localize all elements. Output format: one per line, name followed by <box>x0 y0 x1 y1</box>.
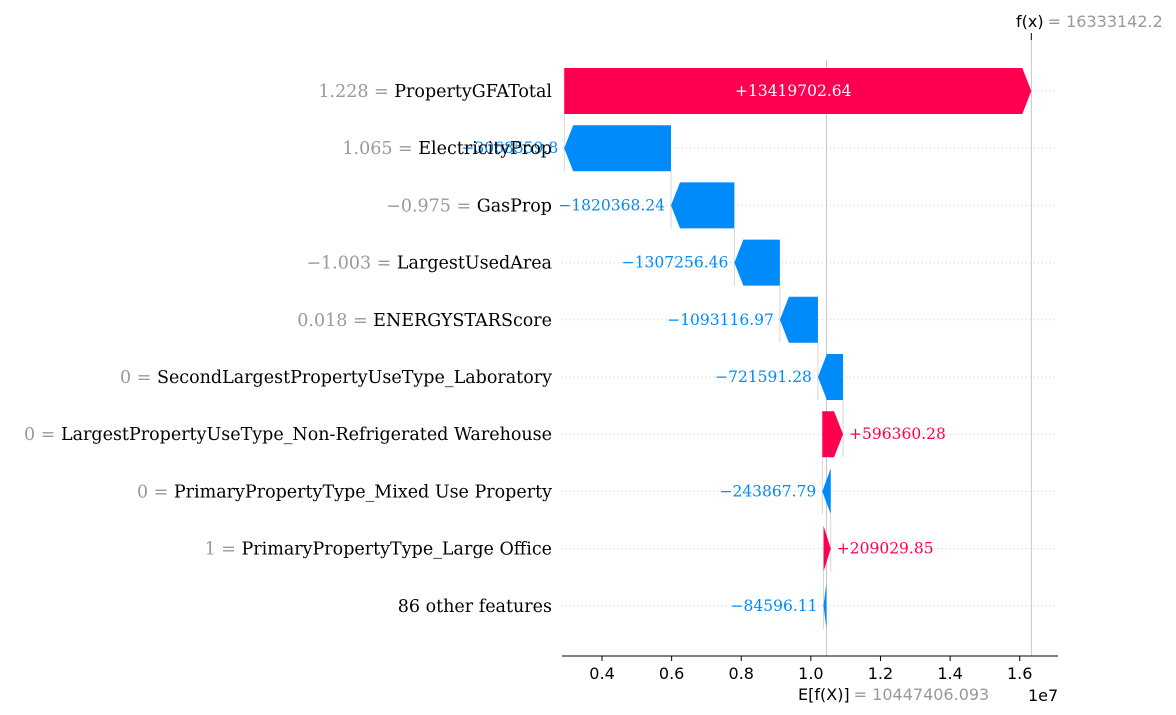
x-tick-label: 0.6 <box>659 664 684 683</box>
expected-value-text: 10447406.093 <box>872 685 989 704</box>
feature-name: 86 other features <box>398 597 552 617</box>
contribution-bars <box>564 68 1032 629</box>
feature-value: 1.228 = <box>318 82 394 102</box>
feature-label: 86 other features <box>398 597 552 617</box>
x-tick-label: 1.2 <box>868 664 893 683</box>
feature-label: 0 = LargestPropertyUseType_Non-Refrigera… <box>24 425 552 445</box>
x-tick-label: 1.6 <box>1007 664 1032 683</box>
svg-text:E[f(X)] = 104474: E[f(X)] = 10447406.093 <box>798 685 989 704</box>
contribution-label: +13419702.64 <box>735 82 852 100</box>
feature-label: 0 = PrimaryPropertyType_Mixed Use Proper… <box>137 482 552 502</box>
positive-contribution-bar <box>564 68 1032 114</box>
negative-contribution-bar <box>822 468 831 515</box>
feature-value: 0 = <box>137 482 174 502</box>
feature-value: 0.018 = <box>297 311 373 331</box>
contribution-label: +209029.85 <box>837 540 934 558</box>
feature-value: 1.065 = <box>342 139 418 159</box>
contribution-label: +596360.28 <box>849 425 946 443</box>
x-tick-label: 0.8 <box>729 664 754 683</box>
feature-value: −0.975 = <box>386 196 477 216</box>
feature-label: 1.228 = PropertyGFATotal <box>318 82 552 102</box>
feature-name: LargestUsedArea <box>397 254 552 274</box>
output-value-annotation: f(x) = 16333142.2 <box>1016 12 1163 31</box>
feature-name: ENERGYSTARScore <box>373 311 552 331</box>
feature-name: LargestPropertyUseType_Non-Refrigerated … <box>61 425 552 445</box>
negative-contribution-bar <box>734 239 780 286</box>
feature-label: 0.018 = ENERGYSTARScore <box>297 311 552 331</box>
feature-name: ElectricityProp <box>418 139 552 159</box>
feature-label: 1 = PrimaryPropertyType_Large Office <box>205 540 552 560</box>
output-value-equals: = <box>1048 12 1067 31</box>
negative-contribution-bar <box>823 582 827 629</box>
contribution-label: −1820368.24 <box>558 196 665 214</box>
expected-value-annotation: E[f(X)] = 10447406.093 <box>798 685 989 704</box>
negative-contribution-bar <box>671 182 735 229</box>
feature-label: −1.003 = LargestUsedArea <box>306 254 552 274</box>
contribution-label: −243867.79 <box>719 482 816 500</box>
negative-contribution-bar <box>779 296 818 343</box>
contribution-label: −721591.28 <box>715 368 812 386</box>
negative-contribution-bar <box>817 354 844 400</box>
svg-text:f(x) = 16333142.: f(x) = 16333142.2 <box>1016 12 1163 31</box>
feature-name: PropertyGFATotal <box>394 82 552 102</box>
x-scale-label: 1e7 <box>1028 686 1058 705</box>
x-tick-label: 1.4 <box>937 664 962 683</box>
feature-labels: +13419702.64 1.228 = PropertyGFATotal −306… <box>24 82 946 617</box>
contribution-label: −3068559.8 <box>461 139 558 157</box>
feature-label: 1.065 = ElectricityProp <box>342 139 552 159</box>
contribution-label: −1307256.46 <box>622 254 729 272</box>
feature-name: PrimaryPropertyType_Large Office <box>242 540 552 560</box>
feature-label: −0.975 = GasProp <box>386 196 552 216</box>
feature-name: PrimaryPropertyType_Mixed Use Property <box>174 482 552 502</box>
positive-contribution-bar <box>822 411 844 458</box>
x-axis: 0.4 0.6 0.8 1.0 1.2 1.4 1.6 <box>562 655 1058 683</box>
feature-value: 0 = <box>24 425 61 445</box>
positive-contribution-bar <box>823 525 831 572</box>
contribution-label: −84596.11 <box>731 597 818 615</box>
output-value-text: 16333142.2 <box>1066 12 1163 31</box>
feature-value: −1.003 = <box>306 254 397 274</box>
contribution-label: −1093116.97 <box>667 311 774 329</box>
feature-value: 0 = <box>120 368 157 388</box>
feature-value: 1 = <box>205 540 242 560</box>
output-value-label: f(x) <box>1016 12 1044 31</box>
x-tick-label: 0.4 <box>589 664 614 683</box>
feature-name: GasProp <box>477 196 552 216</box>
feature-name: SecondLargestPropertyUseType_Laboratory <box>157 368 552 388</box>
negative-contribution-bar <box>564 125 672 172</box>
expected-value-equals: = <box>854 685 873 704</box>
x-tick-label: 1.0 <box>798 664 823 683</box>
feature-label: 0 = SecondLargestPropertyUseType_Laborat… <box>120 368 552 388</box>
expected-value-label: E[f(X)] <box>798 685 850 704</box>
